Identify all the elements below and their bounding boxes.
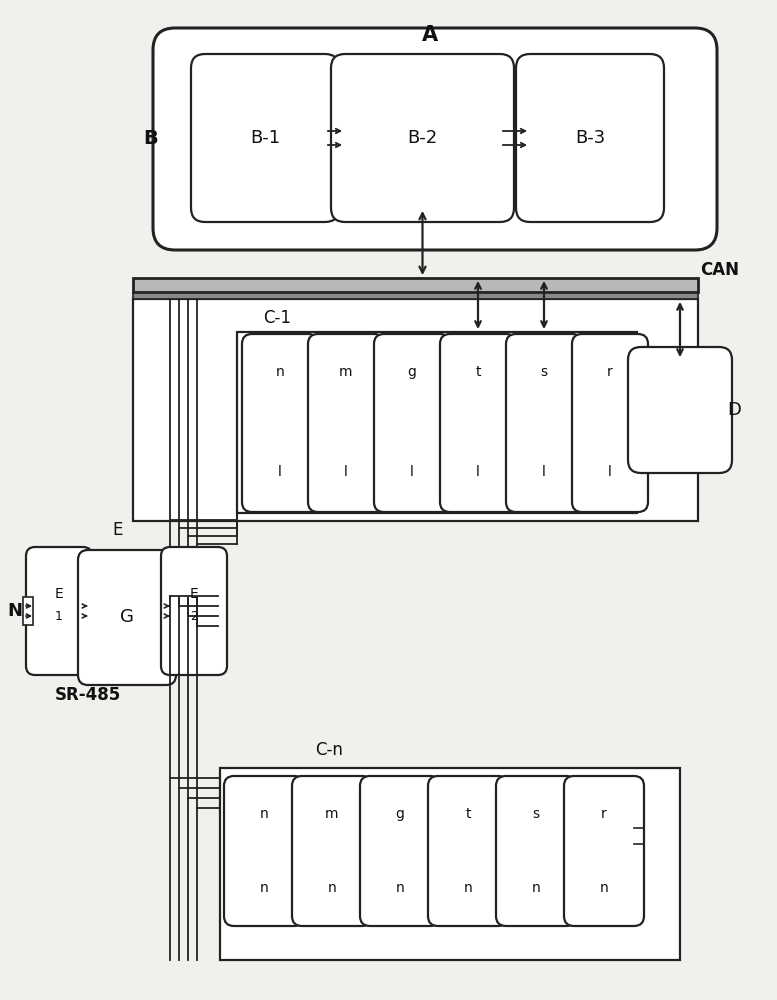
Text: E: E <box>54 587 64 601</box>
Text: B: B <box>143 128 158 147</box>
FancyBboxPatch shape <box>496 776 576 926</box>
Text: SR-485: SR-485 <box>55 686 121 704</box>
Text: r: r <box>607 365 613 379</box>
Text: D: D <box>727 401 741 419</box>
FancyBboxPatch shape <box>161 547 227 675</box>
FancyBboxPatch shape <box>26 547 92 675</box>
Text: n: n <box>531 881 540 895</box>
Text: B-1: B-1 <box>250 129 280 147</box>
Text: g: g <box>408 365 416 379</box>
Text: t: t <box>476 365 481 379</box>
FancyBboxPatch shape <box>153 28 717 250</box>
FancyBboxPatch shape <box>572 334 648 512</box>
FancyBboxPatch shape <box>506 334 582 512</box>
Bar <box>23 597 33 625</box>
Text: m: m <box>340 365 353 379</box>
FancyBboxPatch shape <box>428 776 508 926</box>
Text: t: t <box>465 807 471 821</box>
Text: l: l <box>608 465 612 479</box>
FancyBboxPatch shape <box>360 776 440 926</box>
Text: n: n <box>395 881 404 895</box>
Text: C-1: C-1 <box>263 309 291 327</box>
FancyBboxPatch shape <box>440 334 516 512</box>
Text: CAN: CAN <box>700 261 739 279</box>
Text: g: g <box>395 807 405 821</box>
Text: m: m <box>326 807 339 821</box>
FancyBboxPatch shape <box>308 334 384 512</box>
Text: n: n <box>600 881 608 895</box>
Text: N: N <box>7 602 22 620</box>
Bar <box>220 768 680 960</box>
Bar <box>133 278 698 292</box>
Text: n: n <box>276 365 284 379</box>
FancyBboxPatch shape <box>331 54 514 222</box>
FancyBboxPatch shape <box>292 776 372 926</box>
Text: G: G <box>120 608 134 626</box>
FancyBboxPatch shape <box>224 776 304 926</box>
FancyBboxPatch shape <box>191 54 339 222</box>
Text: l: l <box>344 465 348 479</box>
FancyBboxPatch shape <box>516 54 664 222</box>
Text: l: l <box>542 465 546 479</box>
Bar <box>133 299 698 521</box>
FancyBboxPatch shape <box>564 776 644 926</box>
Text: r: r <box>601 807 607 821</box>
Text: A: A <box>422 25 438 45</box>
Text: 1: 1 <box>55 609 63 622</box>
Text: l: l <box>278 465 282 479</box>
Text: B-3: B-3 <box>575 129 605 147</box>
Text: s: s <box>541 365 548 379</box>
FancyBboxPatch shape <box>628 347 732 473</box>
Text: n: n <box>464 881 472 895</box>
Text: E: E <box>190 587 198 601</box>
Text: E: E <box>113 521 124 539</box>
FancyBboxPatch shape <box>78 550 176 685</box>
Text: B-2: B-2 <box>407 129 437 147</box>
Text: l: l <box>476 465 480 479</box>
Bar <box>133 293 698 299</box>
FancyBboxPatch shape <box>242 334 318 512</box>
Text: n: n <box>328 881 336 895</box>
FancyBboxPatch shape <box>374 334 450 512</box>
Text: s: s <box>532 807 539 821</box>
Text: C-n: C-n <box>315 741 343 759</box>
Text: n: n <box>260 881 268 895</box>
Bar <box>237 332 637 513</box>
Text: n: n <box>260 807 268 821</box>
Text: l: l <box>410 465 414 479</box>
Text: 2: 2 <box>190 609 198 622</box>
